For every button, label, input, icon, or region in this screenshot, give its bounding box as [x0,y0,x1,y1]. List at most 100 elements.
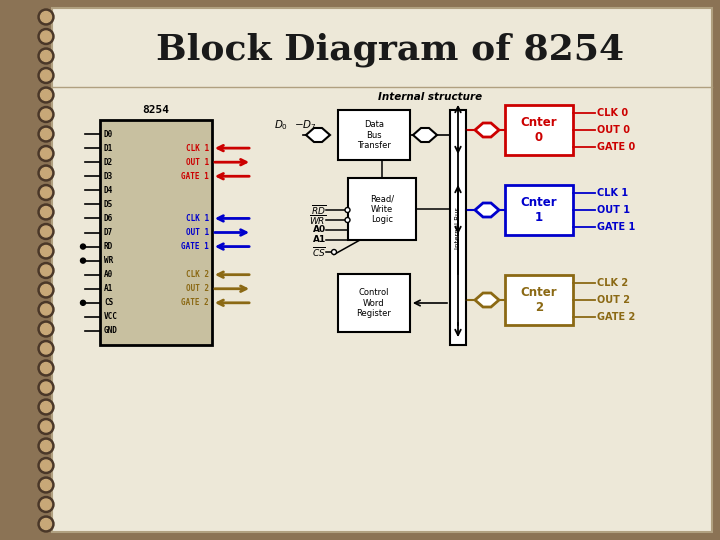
Bar [505,105,573,155]
Circle shape [40,421,52,432]
Text: Control
Word
Register: Control Word Register [356,288,392,318]
Text: D0: D0 [104,130,113,139]
Circle shape [40,323,52,334]
Circle shape [40,246,52,256]
Circle shape [38,165,54,181]
Text: Data
Bus
Transfer: Data Bus Transfer [357,120,391,150]
Text: CLK 0: CLK 0 [597,108,628,118]
Circle shape [40,90,52,100]
Text: CLK 1: CLK 1 [186,144,209,153]
Circle shape [38,243,54,259]
Polygon shape [306,128,330,142]
Circle shape [38,126,54,142]
Circle shape [40,167,52,179]
Text: CLK 2: CLK 2 [186,270,209,279]
Circle shape [38,224,54,240]
Bar [505,185,573,235]
Text: CLK 2: CLK 2 [597,278,628,288]
Circle shape [345,218,350,222]
Text: GATE 2: GATE 2 [181,298,209,307]
Circle shape [40,109,52,120]
Text: OUT 1: OUT 1 [186,228,209,237]
Text: D3: D3 [104,172,113,181]
Bar [338,274,410,332]
Circle shape [38,321,54,337]
Circle shape [40,11,52,23]
Polygon shape [475,293,499,307]
Text: $D_0$  $-D_7$: $D_0$ $-D_7$ [274,118,316,132]
Circle shape [38,87,54,103]
Circle shape [38,380,54,395]
Polygon shape [475,123,499,137]
Circle shape [38,262,54,279]
Circle shape [331,249,336,254]
Circle shape [38,341,54,356]
Circle shape [40,148,52,159]
Circle shape [38,457,54,474]
Circle shape [38,145,54,161]
Circle shape [38,516,54,532]
Circle shape [40,402,52,413]
Text: GATE 0: GATE 0 [597,142,635,152]
Text: D4: D4 [104,186,113,195]
Circle shape [40,285,52,295]
Text: GND: GND [104,327,118,335]
Circle shape [40,460,52,471]
Circle shape [40,518,52,530]
Text: OUT 0: OUT 0 [597,125,630,135]
Circle shape [40,206,52,218]
Text: CLK 1: CLK 1 [597,188,628,198]
Bar [100,120,212,345]
Circle shape [38,438,54,454]
Text: OUT 2: OUT 2 [597,295,630,305]
Circle shape [40,265,52,276]
Circle shape [38,48,54,64]
Text: A0: A0 [313,226,326,234]
Text: $\overline{CS}$: $\overline{CS}$ [312,245,326,259]
Circle shape [38,496,54,512]
Circle shape [38,418,54,435]
Circle shape [38,360,54,376]
Text: OUT 1: OUT 1 [186,158,209,167]
Circle shape [40,31,52,42]
Circle shape [38,204,54,220]
Circle shape [81,244,86,249]
Circle shape [40,343,52,354]
Circle shape [40,51,52,62]
Text: D7: D7 [104,228,113,237]
Text: $\overline{WR}$: $\overline{WR}$ [309,213,326,227]
Circle shape [81,300,86,305]
Text: GATE 1: GATE 1 [181,242,209,251]
Circle shape [38,68,54,84]
Circle shape [38,282,54,298]
Polygon shape [413,128,437,142]
Circle shape [345,207,350,213]
Circle shape [40,382,52,393]
Text: Cnter
2: Cnter 2 [521,286,557,314]
Text: 8254: 8254 [143,105,169,115]
Circle shape [38,477,54,493]
Bar [505,275,573,325]
Circle shape [38,29,54,44]
Text: VCC: VCC [104,312,118,321]
Circle shape [38,399,54,415]
Circle shape [38,185,54,200]
Circle shape [38,106,54,123]
Circle shape [40,129,52,139]
Circle shape [81,258,86,263]
Text: Cnter
1: Cnter 1 [521,196,557,224]
Text: Cnter
0: Cnter 0 [521,116,557,144]
Circle shape [40,304,52,315]
Text: CS: CS [104,298,113,307]
Circle shape [38,9,54,25]
Text: GATE 1: GATE 1 [181,172,209,181]
Text: A1: A1 [312,235,326,245]
Text: GATE 1: GATE 1 [597,222,635,232]
Circle shape [40,187,52,198]
Text: GATE 2: GATE 2 [597,312,635,322]
Text: Internal Bus: Internal Bus [455,206,461,248]
Text: D2: D2 [104,158,113,167]
Bar [348,178,416,240]
Circle shape [40,226,52,237]
Circle shape [40,70,52,81]
